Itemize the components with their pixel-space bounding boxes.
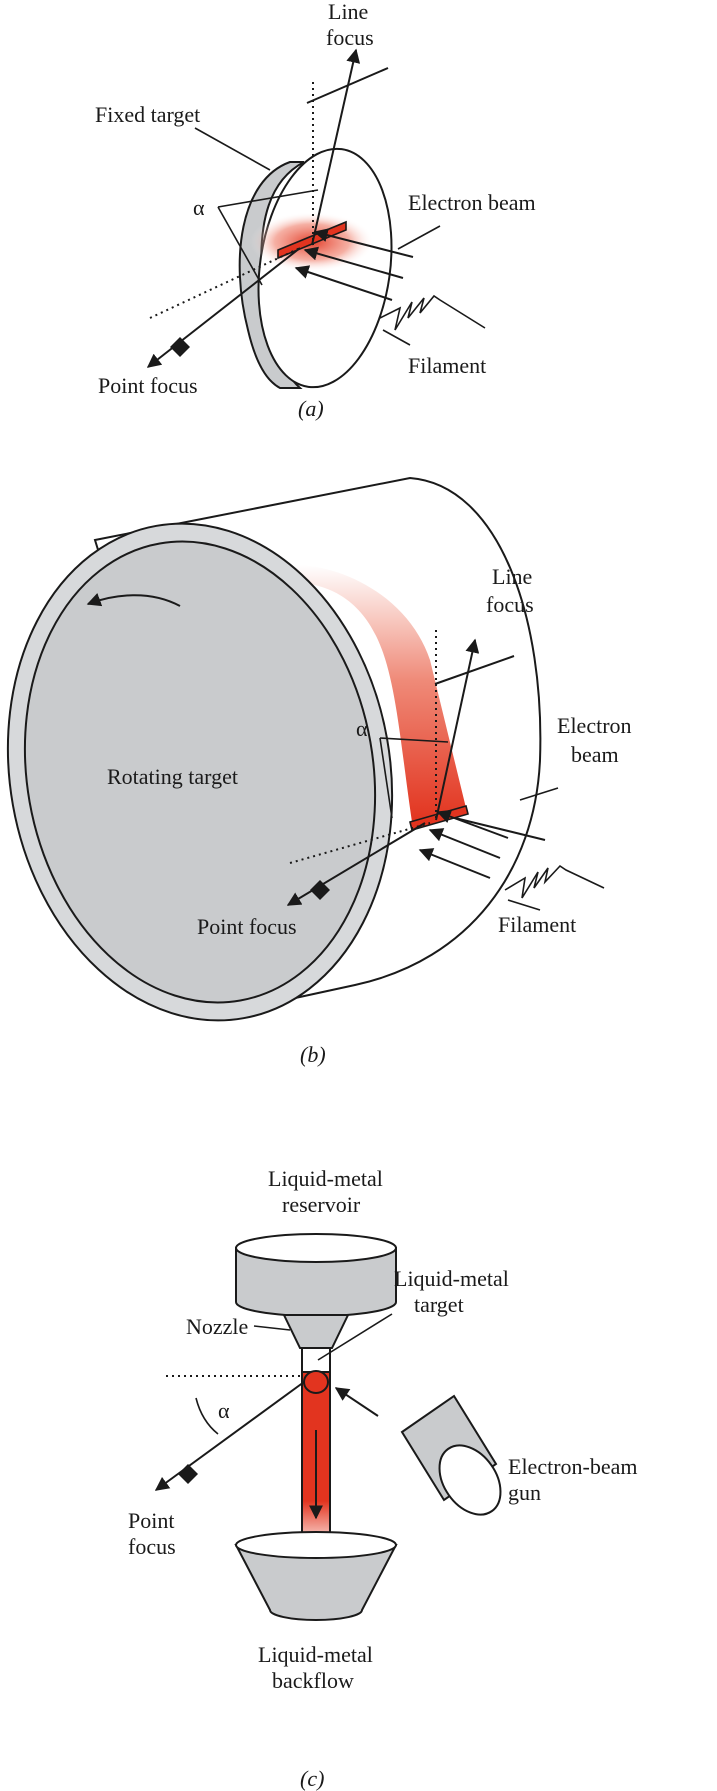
caption-c: (c) bbox=[300, 1766, 324, 1791]
target-leader bbox=[317, 1313, 393, 1361]
label-line-focus-2: focus bbox=[326, 25, 374, 50]
label-rotating-target: Rotating target bbox=[107, 764, 238, 789]
reference-line-horizontal bbox=[289, 822, 431, 864]
label-electron-beam-1: Electron bbox=[557, 713, 632, 738]
filament-coil bbox=[379, 294, 486, 331]
point-focus-window bbox=[170, 337, 190, 357]
electron-beam-arrows bbox=[418, 809, 546, 879]
line-focus-window bbox=[306, 67, 389, 104]
label-reservoir-2: reservoir bbox=[282, 1192, 361, 1217]
filament-coil bbox=[504, 864, 605, 899]
caption-a: (a) bbox=[298, 396, 324, 421]
fixed-target-leader bbox=[194, 127, 271, 171]
rotating-target-face-inner bbox=[23, 540, 377, 1004]
label-point-focus: Point focus bbox=[98, 373, 198, 398]
interaction-spot bbox=[303, 1370, 329, 1394]
label-target-1: Liquid-metal bbox=[394, 1266, 509, 1291]
backflow-funnel bbox=[234, 1531, 398, 1621]
panel-a: Line focus Fixed target α Electron beam … bbox=[95, 0, 536, 421]
label-reservoir-1: Liquid-metal bbox=[268, 1166, 383, 1191]
label-alpha: α bbox=[356, 716, 368, 741]
point-focus-ray bbox=[286, 822, 426, 906]
electron-beam-arrows bbox=[294, 228, 414, 301]
label-filament: Filament bbox=[498, 912, 576, 937]
line-focus-ray bbox=[311, 48, 361, 246]
electron-beam-arrow bbox=[334, 1387, 379, 1417]
liquid-metal-jet-upper bbox=[301, 1347, 331, 1373]
alpha-arc bbox=[195, 1397, 219, 1435]
label-alpha: α bbox=[193, 195, 205, 220]
reservoir bbox=[235, 1233, 397, 1317]
label-gun-1: Electron-beam bbox=[508, 1454, 638, 1479]
alpha-pointer-upper bbox=[217, 189, 319, 208]
anode-band bbox=[296, 565, 466, 822]
label-filament: Filament bbox=[408, 353, 486, 378]
point-focus-window bbox=[310, 880, 330, 900]
label-point-focus-2: focus bbox=[128, 1534, 176, 1559]
label-electron-beam-2: beam bbox=[571, 742, 619, 767]
alpha-pointer-lower bbox=[379, 737, 393, 819]
alpha-pointer-lower bbox=[217, 206, 263, 286]
point-focus-window bbox=[178, 1464, 198, 1484]
label-target-2: target bbox=[414, 1292, 464, 1317]
caption-b: (b) bbox=[300, 1042, 326, 1067]
line-focus-ray bbox=[435, 638, 480, 821]
electron-beam-leader bbox=[519, 787, 559, 801]
nozzle bbox=[282, 1314, 350, 1349]
electron-beam-gun bbox=[400, 1394, 502, 1516]
label-gun-2: gun bbox=[508, 1480, 541, 1505]
filament-lead bbox=[507, 899, 541, 911]
label-alpha: α bbox=[218, 1398, 230, 1423]
label-line-focus-2: focus bbox=[486, 592, 534, 617]
filament-lead bbox=[382, 329, 411, 346]
label-point-focus: Point focus bbox=[197, 914, 297, 939]
label-backflow-2: backflow bbox=[272, 1668, 354, 1693]
line-focus-window bbox=[434, 655, 515, 685]
label-electron-beam: Electron beam bbox=[408, 190, 536, 215]
nozzle-leader bbox=[253, 1325, 291, 1331]
label-fixed-target: Fixed target bbox=[95, 102, 200, 127]
label-nozzle: Nozzle bbox=[186, 1314, 248, 1339]
label-point-focus-1: Point bbox=[128, 1508, 174, 1533]
panel-b: Line focus α Electron beam Rotating targ… bbox=[6, 476, 632, 1067]
label-line-focus-1: Line bbox=[328, 0, 368, 24]
alpha-pointer-upper bbox=[379, 737, 449, 743]
label-line-focus-1: Line bbox=[492, 564, 532, 589]
rotation-arrow bbox=[86, 593, 181, 607]
label-backflow-1: Liquid-metal bbox=[258, 1642, 373, 1667]
electron-beam-leader bbox=[397, 225, 441, 250]
panel-c: Liquid-metal reservoir Liquid-metal targ… bbox=[128, 1166, 638, 1791]
